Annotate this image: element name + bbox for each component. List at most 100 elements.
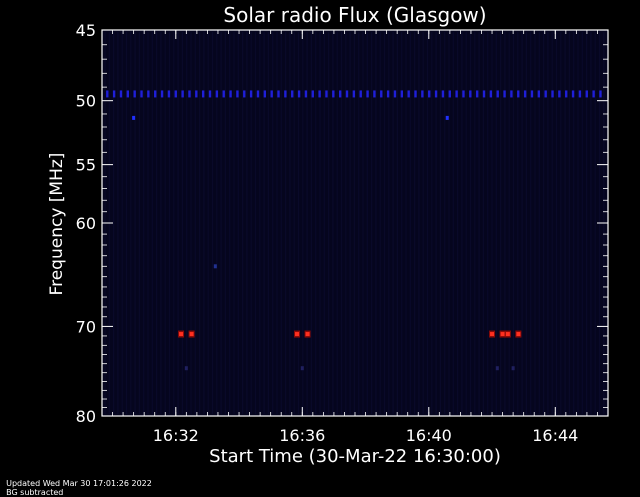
rfi-line-segment — [229, 90, 232, 98]
rfi-line-segment — [537, 90, 541, 98]
y-tick-label: 50 — [76, 92, 96, 111]
rfi-line-segment — [421, 90, 424, 98]
rfi-line-segment — [565, 90, 568, 98]
footer-status: Updated Wed Mar 30 17:01:26 2022 BG subt… — [1, 470, 162, 497]
rfi-line-segment — [106, 90, 109, 98]
plot-area — [102, 30, 608, 416]
rfi-line-segment — [147, 90, 150, 98]
signal-point — [184, 366, 188, 371]
rfi-line-segment — [256, 90, 260, 98]
rfi-line-segment — [599, 90, 602, 98]
rfi-line-segment — [585, 90, 588, 98]
y-axis-label: Frequency [MHz] — [47, 153, 67, 296]
rfi-line-segment — [400, 90, 404, 98]
rfi-line-segment — [551, 90, 554, 98]
y-tick-label: 55 — [76, 156, 96, 175]
rfi-line-segment — [188, 90, 191, 98]
rfi-line-segment — [462, 90, 465, 98]
rfi-line-segment — [345, 90, 349, 98]
rfi-line-segment — [496, 90, 499, 98]
rfi-line-segment — [510, 90, 513, 98]
rfi-line-segment — [222, 90, 225, 98]
rfi-line-segment — [291, 90, 294, 98]
rfi-line-segment — [359, 90, 362, 98]
burst-point — [295, 332, 300, 337]
rfi-line-segment — [544, 90, 547, 98]
x-tick-label: 16:44 — [532, 426, 578, 445]
rfi-line-segment — [249, 90, 253, 98]
rfi-line-segment — [489, 90, 493, 98]
rfi-line-segment — [517, 90, 520, 98]
rfi-line-segment — [140, 90, 143, 98]
rfi-line-segment — [482, 90, 486, 98]
rfi-line-segment — [311, 90, 314, 98]
rfi-line-segment — [571, 90, 575, 98]
rfi-line-segment — [530, 90, 534, 98]
signal-point — [132, 115, 136, 120]
signal-point — [300, 366, 304, 371]
x-tick-label: 16:32 — [153, 426, 199, 445]
rfi-line-segment — [373, 90, 376, 98]
rfi-line-segment — [578, 90, 582, 98]
x-axis-label: Start Time (30-Mar-22 16:30:00) — [209, 446, 501, 467]
rfi-line-segment — [160, 90, 164, 98]
rfi-line-segment — [558, 90, 561, 98]
plot-frame — [101, 29, 609, 417]
rfi-line-segment — [154, 90, 157, 98]
rfi-line-segment — [119, 90, 123, 98]
burst-point — [189, 332, 194, 337]
rfi-line-segment — [407, 90, 410, 98]
spectrogram-chart: Solar radio Flux (Glasgow) Start Time (3… — [47, 3, 609, 467]
rfi-line-segment — [201, 90, 205, 98]
rfi-line-segment — [215, 90, 219, 98]
rfi-line-segment — [325, 90, 328, 98]
rfi-line-segment — [277, 90, 280, 98]
rfi-line-segment — [270, 90, 273, 98]
rfi-line-segment — [284, 90, 287, 98]
y-tick-label: 80 — [76, 407, 96, 426]
signal-point — [495, 366, 499, 371]
rfi-line-segment — [469, 90, 472, 98]
rfi-line-segment — [297, 90, 301, 98]
rfi-line-segment — [414, 90, 417, 98]
rfi-line-segment — [195, 90, 198, 98]
rfi-line-segment — [393, 90, 397, 98]
burst-point — [490, 332, 495, 337]
signal-point — [213, 264, 217, 269]
rfi-line-segment — [236, 90, 239, 98]
rfi-line-segment — [380, 90, 383, 98]
rfi-line-segment — [208, 90, 212, 98]
signal-point — [511, 366, 515, 371]
rfi-line-segment — [455, 90, 458, 98]
rfi-line-segment — [523, 90, 527, 98]
rfi-line-segment — [243, 90, 246, 98]
burst-point — [516, 332, 521, 337]
rfi-line-segment — [448, 90, 451, 98]
rfi-line-segment — [592, 90, 595, 98]
y-axis: 45 50 55 60 70 80 — [76, 21, 608, 426]
rfi-line-segment — [503, 90, 506, 98]
x-tick-label: 16:36 — [279, 426, 325, 445]
rfi-line-segment — [112, 90, 116, 98]
rfi-line-segment — [366, 90, 369, 98]
chart-title: Solar radio Flux (Glasgow) — [223, 3, 486, 27]
bg-subtracted-note: BG subtracted — [6, 488, 64, 497]
burst-point — [179, 332, 184, 337]
burst-point — [305, 332, 310, 337]
rfi-line-segment — [441, 90, 445, 98]
updated-timestamp: Updated Wed Mar 30 17:01:26 2022 — [6, 479, 152, 488]
rfi-line-segment — [386, 90, 390, 98]
rfi-line-segment — [167, 90, 171, 98]
rfi-line-segment — [263, 90, 267, 98]
rfi-line-segment — [332, 90, 335, 98]
rfi-line-segment — [434, 90, 438, 98]
rfi-line-segment — [475, 90, 479, 98]
rfi-line-segment — [428, 90, 431, 98]
rfi-line-segment — [174, 90, 177, 98]
x-tick-label: 16:40 — [406, 426, 452, 445]
rfi-line-segment — [126, 90, 130, 98]
rfi-line-segment — [133, 90, 136, 98]
burst-point — [505, 332, 510, 337]
y-tick-label: 70 — [76, 317, 96, 336]
y-tick-label: 60 — [76, 214, 96, 233]
